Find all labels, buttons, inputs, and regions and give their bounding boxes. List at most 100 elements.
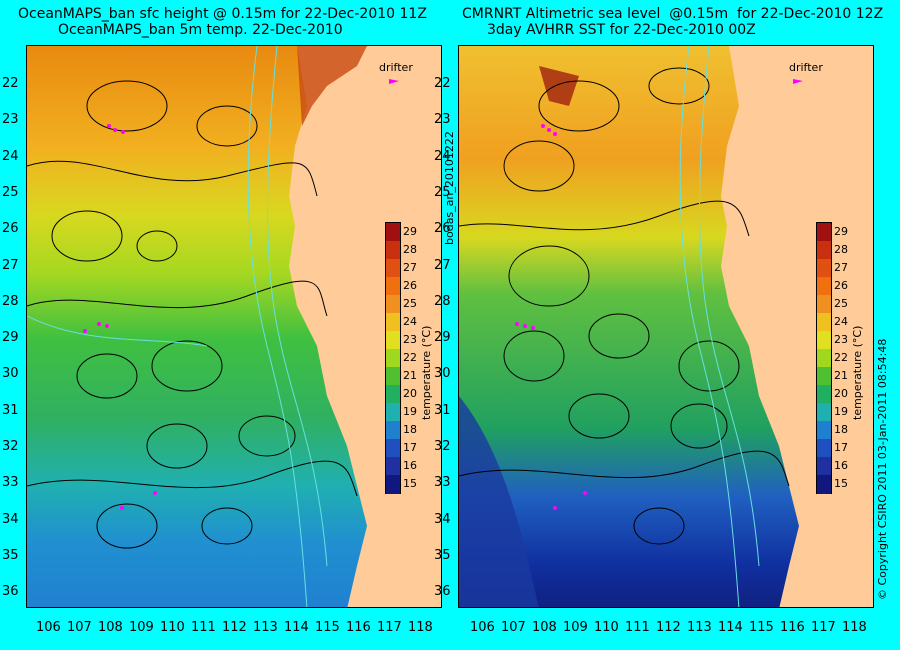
colorbar-tick-label: 21 xyxy=(403,369,417,382)
colorbar-tick-label: 19 xyxy=(834,405,848,418)
y-tick-label: 32 xyxy=(434,439,451,454)
x-tick-label: 108 xyxy=(98,620,123,635)
colorbar-tick-label: 26 xyxy=(834,279,848,292)
colorbar-tick-label: 22 xyxy=(403,351,417,364)
colorbar-tick-label: 24 xyxy=(834,315,848,328)
colorbar-tick-label: 15 xyxy=(834,477,848,490)
left-colorbar xyxy=(385,222,401,494)
left-drifter-label: drifter xyxy=(379,61,413,74)
y-tick-label: 35 xyxy=(2,547,19,563)
y-tick-label: 22 xyxy=(434,76,451,91)
x-tick-label: 113 xyxy=(687,620,712,635)
y-tick-label: 27 xyxy=(434,257,451,273)
right-title-line2: 3day AVHRR SST for 22-Dec-2010 00Z xyxy=(487,22,756,38)
colorbar-tick-label: 28 xyxy=(834,243,848,256)
left-drifter-tracks xyxy=(83,124,157,510)
y-tick-label: 26 xyxy=(434,221,451,237)
x-tick-label: 106 xyxy=(36,620,61,635)
colorbar-tick-label: 24 xyxy=(403,315,417,328)
x-tick-label: 110 xyxy=(594,620,619,635)
colorbar-tick-label: 17 xyxy=(403,441,417,454)
y-tick-label: 33 xyxy=(434,475,451,491)
colorbar-tick-label: 29 xyxy=(403,225,417,238)
colorbar-tick-label: 27 xyxy=(403,261,417,274)
y-tick-label: 33 xyxy=(2,475,19,491)
colorbar-tick-label: 22 xyxy=(834,351,848,364)
copyright: © Copyright CSIRO 2011 03-Jan-2011 08:54… xyxy=(876,338,889,600)
y-tick-label: 32 xyxy=(2,439,19,454)
colorbar-tick-label: 16 xyxy=(403,459,417,472)
left-colorbar-title: temperature (°C) xyxy=(420,325,433,420)
left-title-line1: OceanMAPS_ban sfc height @ 0.15m for 22-… xyxy=(18,6,427,22)
colorbar-tick-label: 19 xyxy=(403,405,417,418)
y-tick-label: 30 xyxy=(434,366,451,382)
colorbar-tick-label: 17 xyxy=(834,441,848,454)
right-title-line1: CMRNRT Altimetric sea level @0.15m for 2… xyxy=(462,6,884,22)
x-tick-label: 116 xyxy=(780,620,805,635)
x-tick-label: 111 xyxy=(625,620,650,635)
left-title-line2: OceanMAPS_ban 5m temp. 22-Dec-2010 xyxy=(58,22,343,38)
colorbar-tick-label: 25 xyxy=(403,297,417,310)
right-panel-title: CMRNRT Altimetric sea level @0.15m for 2… xyxy=(462,6,883,38)
x-tick-label: 110 xyxy=(160,620,185,635)
colorbar-tick-label: 18 xyxy=(834,423,848,436)
colorbar-tick-label: 18 xyxy=(403,423,417,436)
right-land-mass xyxy=(721,46,873,607)
y-tick-label: 28 xyxy=(434,293,451,309)
colorbar-tick-label: 26 xyxy=(403,279,417,292)
colorbar-tick-label: 23 xyxy=(834,333,848,346)
x-tick-label: 115 xyxy=(749,620,774,635)
y-tick-label: 25 xyxy=(2,184,19,200)
y-tick-label: 22 xyxy=(2,76,19,91)
y-tick-label: 31 xyxy=(434,402,451,418)
colorbar-tick-label: 23 xyxy=(403,333,417,346)
y-tick-label: 27 xyxy=(2,257,19,273)
left-land-mass xyxy=(289,46,441,607)
x-tick-label: 109 xyxy=(129,620,154,635)
right-sea-level-contours xyxy=(459,67,790,545)
colorbar-tick-label: 28 xyxy=(403,243,417,256)
colorbar-tick-label: 16 xyxy=(834,459,848,472)
x-tick-label: 114 xyxy=(718,620,743,635)
colorbar-tick-label: 27 xyxy=(834,261,848,274)
left-sea-level-contours xyxy=(27,80,358,549)
left-map: drifter xyxy=(26,45,442,608)
right-colorbar xyxy=(816,222,832,494)
colorbar-tick-label: 20 xyxy=(834,387,848,400)
y-tick-label: 28 xyxy=(2,293,19,309)
colorbar-tick-label: 20 xyxy=(403,387,417,400)
y-tick-label: 24 xyxy=(2,148,19,164)
y-tick-label: 30 xyxy=(2,366,19,382)
left-bathymetry-lines xyxy=(27,46,328,607)
x-tick-label: 117 xyxy=(377,620,402,635)
x-tick-label: 108 xyxy=(532,620,557,635)
x-tick-label: 117 xyxy=(811,620,836,635)
y-tick-label: 29 xyxy=(2,330,19,346)
y-tick-label: 31 xyxy=(2,402,19,418)
right-drifter-tracks xyxy=(515,124,587,510)
x-tick-label: 112 xyxy=(656,620,681,635)
colorbar-tick-label: 21 xyxy=(834,369,848,382)
right-drifter-marker xyxy=(793,79,803,84)
left-drifter-marker xyxy=(389,79,399,84)
x-tick-label: 107 xyxy=(501,620,526,635)
x-tick-label: 115 xyxy=(315,620,340,635)
y-tick-label: 25 xyxy=(434,184,451,200)
right-bathymetry-lines xyxy=(679,46,760,607)
colorbar-tick-label: 25 xyxy=(834,297,848,310)
x-tick-label: 111 xyxy=(191,620,216,635)
y-tick-label: 34 xyxy=(434,511,451,527)
y-tick-label: 35 xyxy=(434,547,451,563)
left-panel-title: OceanMAPS_ban sfc height @ 0.15m for 22-… xyxy=(18,6,427,38)
colorbar-tick-label: 29 xyxy=(834,225,848,238)
x-tick-label: 113 xyxy=(253,620,278,635)
x-tick-label: 109 xyxy=(563,620,588,635)
colorbar-tick-label: 15 xyxy=(403,477,417,490)
x-tick-label: 112 xyxy=(222,620,247,635)
y-tick-label: 36 xyxy=(434,584,451,600)
y-tick-label: 23 xyxy=(434,112,451,128)
right-map: drifter xyxy=(458,45,874,608)
x-tick-label: 107 xyxy=(67,620,92,635)
middle-label: bodas_an_20101222 xyxy=(443,131,456,245)
y-tick-label: 24 xyxy=(434,148,451,164)
